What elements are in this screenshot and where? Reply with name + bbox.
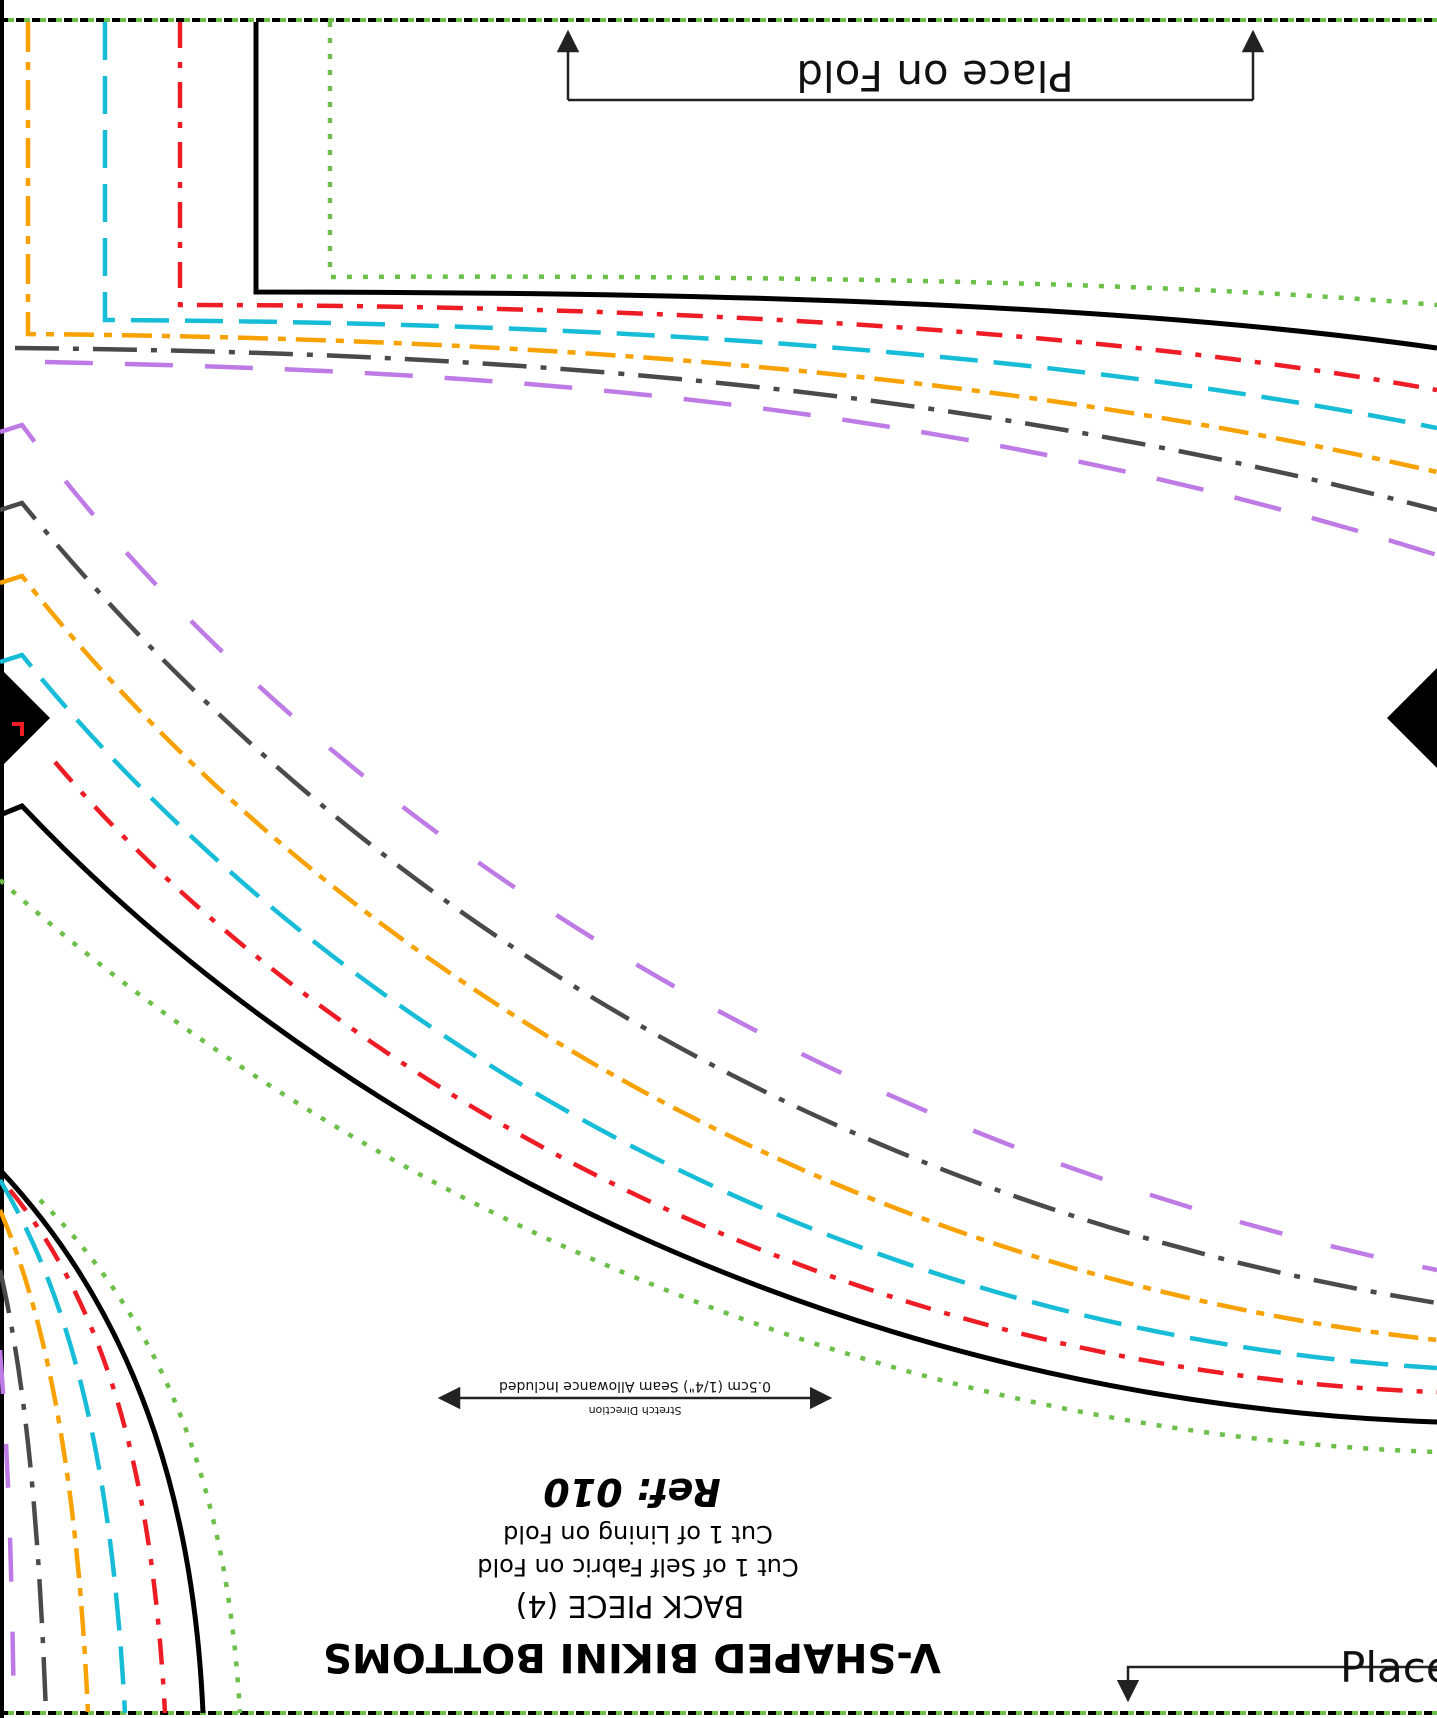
size-line-purple-top <box>44 359 1437 558</box>
place-on-fold-bottom: Place o <box>1116 1643 1437 1703</box>
left-red-tick <box>12 722 24 736</box>
alignment-marks <box>0 668 1437 768</box>
stretch-direction-label: Stretch Direction <box>589 1404 682 1417</box>
size-line-red-corner <box>8 1188 168 1714</box>
place-on-fold-bottom-label: Place o <box>1340 1643 1437 1692</box>
size-line-green-leg <box>0 878 1437 1455</box>
size-line-red-top <box>177 22 1437 393</box>
pattern-title: V-SHAPED BIKINI BOTTOMS <box>323 1634 941 1680</box>
size-line-orange-top <box>25 22 1437 475</box>
size-line-grey-leg <box>0 500 1437 1306</box>
title-block: Ref: 010 Cut 1 of Lining on Fold Cut 1 o… <box>323 1470 941 1680</box>
size-line-orange-leg <box>0 573 1437 1343</box>
size-line-red-leg <box>53 760 1437 1395</box>
size-line-black-corner <box>0 1168 206 1714</box>
ref-number: Ref: 010 <box>543 1470 720 1514</box>
size-line-cyan-leg <box>0 652 1437 1371</box>
size-line-purple-leg <box>0 422 1437 1273</box>
cut-self-text: Cut 1 of Self Fabric on Fold <box>477 1553 798 1581</box>
place-on-fold-top: Place on Fold <box>556 29 1265 102</box>
size-line-black-top <box>253 22 1437 351</box>
size-line-cyan-corner <box>0 1178 128 1714</box>
size-line-cyan-top <box>102 22 1437 431</box>
size-line-green-top <box>327 22 1437 308</box>
right-diamond-mark <box>1387 668 1437 768</box>
left-diamond-mark <box>0 668 50 768</box>
stretch-direction-marker: 0.5cm (1/4") Seam Allowance Included Str… <box>437 1378 833 1417</box>
cut-lining-text: Cut 1 of Lining on Fold <box>503 1520 773 1548</box>
piece-name: BACK PIECE (4) <box>516 1588 745 1623</box>
size-line-purple-corner <box>0 1349 17 1714</box>
place-on-fold-top-label: Place on Fold <box>796 51 1073 100</box>
leg-curve-lines <box>0 422 1437 1455</box>
size-line-orange-corner <box>0 1209 91 1714</box>
waistband-top-lines <box>14 22 1437 558</box>
size-line-green-corner <box>38 1198 243 1714</box>
seam-allowance-text: 0.5cm (1/4") Seam Allowance Included <box>499 1378 771 1394</box>
size-line-black-leg <box>0 803 1437 1425</box>
corner-curve-lines <box>0 1168 243 1714</box>
size-line-grey-corner <box>0 1269 49 1714</box>
size-line-grey-top <box>14 345 1437 513</box>
